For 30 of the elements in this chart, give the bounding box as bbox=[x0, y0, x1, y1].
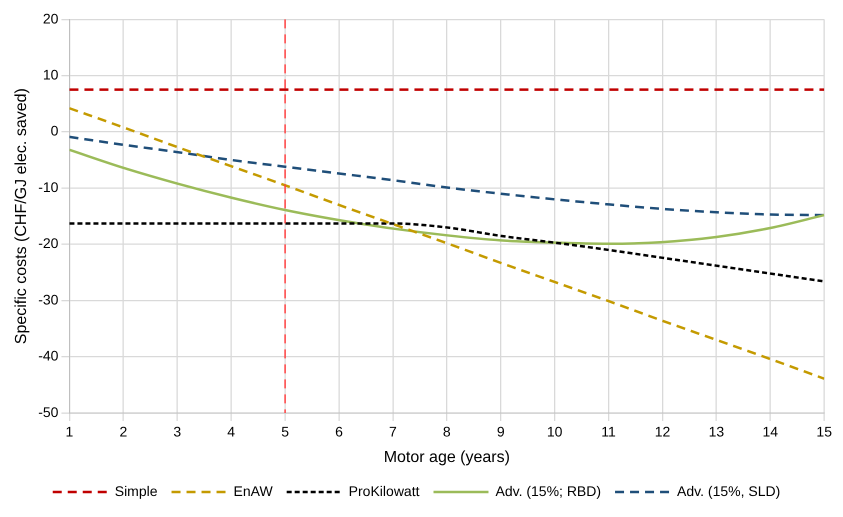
y-tick-label: -30 bbox=[38, 291, 59, 308]
legend-label: EnAW bbox=[234, 482, 274, 499]
x-tick-label: 7 bbox=[389, 423, 398, 440]
y-tick-label: -10 bbox=[38, 178, 59, 195]
y-tick-label: -50 bbox=[38, 404, 59, 420]
y-tick-label: -20 bbox=[38, 235, 59, 252]
x-tick-label: 3 bbox=[173, 423, 182, 440]
x-tick-label: 11 bbox=[601, 423, 616, 440]
x-tick-label: 1 bbox=[66, 423, 74, 440]
x-tick-label: 10 bbox=[546, 423, 563, 440]
x-tick-label: 9 bbox=[496, 423, 505, 440]
x-tick-label: 8 bbox=[442, 423, 451, 440]
y-tick-label: -40 bbox=[38, 348, 59, 364]
legend-label: ProKilowatt bbox=[348, 482, 420, 499]
y-tick-label: 10 bbox=[42, 66, 59, 82]
legend-label: Simple bbox=[114, 482, 158, 499]
legend-label: Adv. (15%, SLD) bbox=[677, 482, 780, 499]
legend-label: Adv. (15%; RBD) bbox=[495, 482, 602, 499]
x-tick-label: 14 bbox=[762, 423, 778, 440]
x-tick-label: 5 bbox=[281, 423, 290, 440]
x-axis-title: Motor age (years) bbox=[384, 448, 510, 466]
y-tick-label: 20 bbox=[42, 10, 59, 26]
x-tick-label: 13 bbox=[708, 423, 724, 440]
x-tick-label: 15 bbox=[816, 423, 832, 440]
x-tick-label: 6 bbox=[335, 423, 344, 440]
x-tick-label: 2 bbox=[119, 423, 128, 440]
y-axis-title: Specific costs (CHF/GJ elec. saved) bbox=[13, 88, 30, 344]
x-tick-label: 12 bbox=[654, 423, 670, 440]
x-tick-label: 4 bbox=[227, 423, 236, 440]
y-tick-label: 0 bbox=[50, 122, 59, 139]
